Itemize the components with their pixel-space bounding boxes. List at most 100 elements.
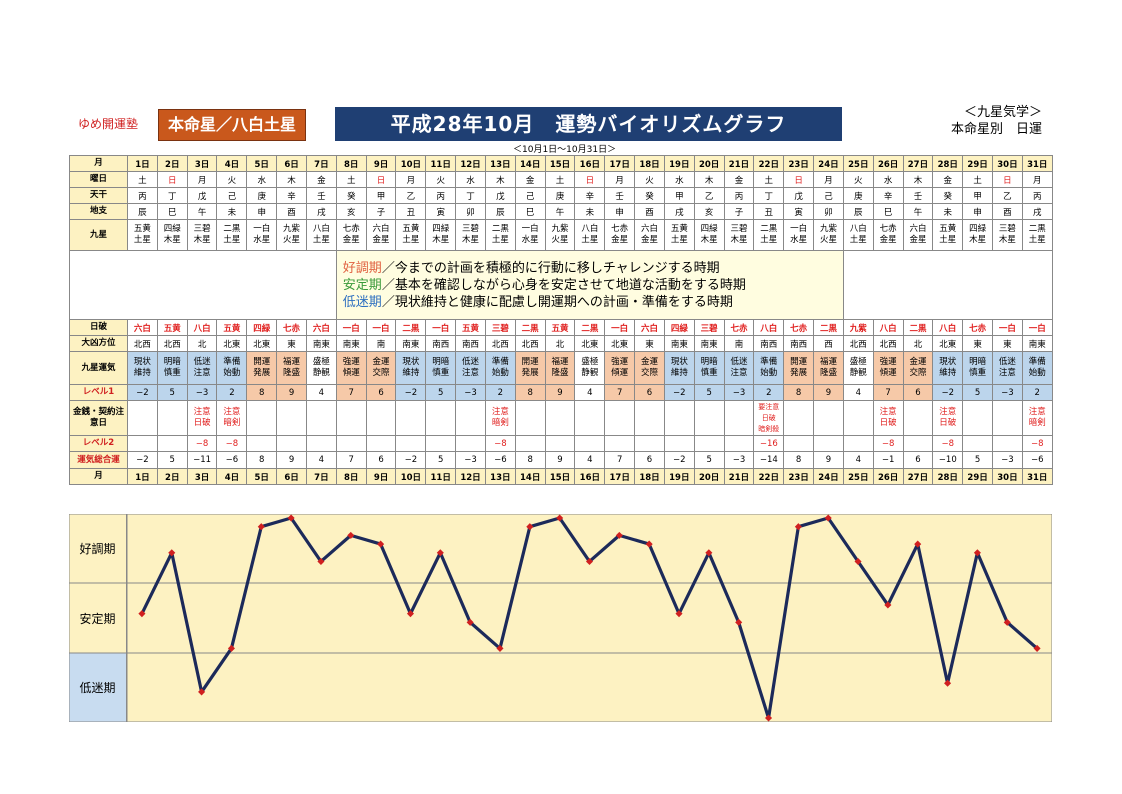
- level1-cell: 2: [1021, 384, 1053, 401]
- cell-text: 土星: [133, 235, 151, 245]
- cell-text: 注意: [939, 407, 957, 417]
- kyusei-cell: 六白 金星: [634, 219, 665, 251]
- tenkan-cell: 丙: [1021, 187, 1053, 204]
- kyusei_unki-cell: 金運 交際: [902, 351, 934, 385]
- nichiha-cell: 二黒: [902, 319, 934, 336]
- cell-text: 二黒: [1028, 224, 1046, 234]
- level2-cell: [842, 435, 874, 452]
- legend-text-stable: ／基本を確認しながら心身を安定させて地道な活動をする時期: [381, 277, 746, 293]
- nichiha-cell: 六白: [634, 319, 665, 336]
- total-cell: −2: [663, 451, 695, 469]
- weekday-cell: 日: [365, 171, 397, 188]
- cell-text: 準備: [1028, 357, 1046, 367]
- direction-cell: 北西: [156, 335, 188, 352]
- cell-text: 土星: [939, 235, 957, 245]
- row-label-kyusei: 九星: [69, 219, 128, 251]
- kyusei-cell: 六白 金星: [902, 219, 934, 251]
- tenkan-cell: 庚: [842, 187, 874, 204]
- cell-text: 慎重: [432, 368, 450, 378]
- month2-cell: 14日: [514, 468, 546, 485]
- cell-text: 発展: [790, 368, 808, 378]
- cell-text: 金星: [342, 235, 360, 245]
- chishi-cell: 卯: [455, 203, 486, 220]
- kyusei_unki-cell: 金運 交際: [365, 351, 397, 385]
- chishi-cell: 午: [902, 203, 934, 220]
- month2-cell: 18日: [634, 468, 665, 485]
- chart-band-label-bg-good: [69, 514, 128, 584]
- cell-text: 注意: [462, 368, 480, 378]
- cell-text: 土星: [1028, 235, 1046, 245]
- cell-text: 水星: [253, 235, 271, 245]
- money-cell: [395, 400, 427, 436]
- kyusei_unki-cell: 盛極 静観: [574, 351, 606, 385]
- cell-text: 低迷: [193, 357, 211, 367]
- month-cell: 2日: [156, 155, 188, 172]
- cell-text: 維持: [133, 368, 151, 378]
- cell-text: 木星: [730, 235, 748, 245]
- cell-text: 静観: [849, 368, 867, 378]
- chishi-cell: 亥: [335, 203, 367, 220]
- tenkan-cell: 辛: [276, 187, 307, 204]
- direction-cell: 北東: [574, 335, 606, 352]
- chishi-cell: 子: [723, 203, 755, 220]
- direction-cell: 南西: [783, 335, 815, 352]
- cell-text: 盛極: [849, 357, 867, 367]
- cell-text: 土星: [312, 235, 330, 245]
- total-cell: −6: [216, 451, 248, 469]
- direction-cell: 北: [544, 335, 576, 352]
- level1-cell: 5: [693, 384, 725, 401]
- weekday-cell: 水: [872, 171, 904, 188]
- brand-label: ゆめ開運塾: [78, 117, 139, 131]
- tenkan-cell: 壬: [305, 187, 337, 204]
- level2-cell: [395, 435, 427, 452]
- row-label-level1: レベル1: [69, 384, 128, 401]
- row-legend: 好調期／今までの計画を積極的に行動に移しチャレンジする時期 安定期／基本を確認しな…: [69, 250, 1053, 320]
- legend-term-low: 低迷期: [342, 294, 382, 310]
- data-point: [854, 557, 862, 566]
- cell-text: 慎重: [969, 368, 987, 378]
- cell-text: 盛極: [312, 357, 330, 367]
- money-cell: [276, 400, 307, 436]
- tenkan-cell: 丙: [723, 187, 755, 204]
- level1-cell: 6: [634, 384, 665, 401]
- total-cell: 4: [305, 451, 337, 469]
- cell-text: 暗剣殺: [758, 424, 780, 433]
- money-cell: [842, 400, 874, 436]
- tenkan-cell: 甲: [663, 187, 695, 204]
- kyusei_unki-cell: 準備 始動: [216, 351, 248, 385]
- tenkan-cell: 癸: [335, 187, 367, 204]
- tenkan-cell: 己: [813, 187, 844, 204]
- nichiha-cell: 六白: [127, 319, 158, 336]
- month-cell: 27日: [902, 155, 934, 172]
- kyusei_unki-cell: 現状 維持: [127, 351, 158, 385]
- month2-cell: 4日: [216, 468, 248, 485]
- cell-text: 福運: [283, 357, 301, 367]
- total-cell: 4: [842, 451, 874, 469]
- row-direction: 大凶方位 北西 北西北北東 北東東南東 南東南南東 南西 南西 北西 北西北北東 北東東南東 南東南…: [69, 335, 1053, 352]
- money-cell: [992, 400, 1023, 436]
- cell-text: 福運: [819, 357, 837, 367]
- month-cell: 3日: [186, 155, 218, 172]
- chishi-cell: 亥: [693, 203, 725, 220]
- chishi-cell: 戌: [1021, 203, 1053, 220]
- cell-text: 始動: [491, 368, 509, 378]
- kyusei-cell: 三碧 木星: [723, 219, 755, 251]
- cell-text: 開運: [521, 357, 539, 367]
- level2-cell: [455, 435, 486, 452]
- nichiha-cell: 一白: [604, 319, 636, 336]
- cell-text: 三碧: [730, 224, 748, 234]
- cell-text: 開運: [790, 357, 808, 367]
- tenkan-cell: 癸: [932, 187, 964, 204]
- money-cell: [455, 400, 486, 436]
- cell-text: 一白: [521, 224, 539, 234]
- direction-cell: 南西: [455, 335, 486, 352]
- cell-text: 金星: [879, 235, 897, 245]
- cell-text: 九紫: [283, 224, 301, 234]
- cell-text: 七赤: [342, 224, 360, 234]
- money-cell: [902, 400, 934, 436]
- tenkan-cell: 甲: [365, 187, 397, 204]
- cell-text: 土星: [223, 235, 241, 245]
- row-label-weekday: 曜日: [69, 171, 128, 188]
- row-label-month: 月: [69, 155, 128, 172]
- money-cell: [544, 400, 576, 436]
